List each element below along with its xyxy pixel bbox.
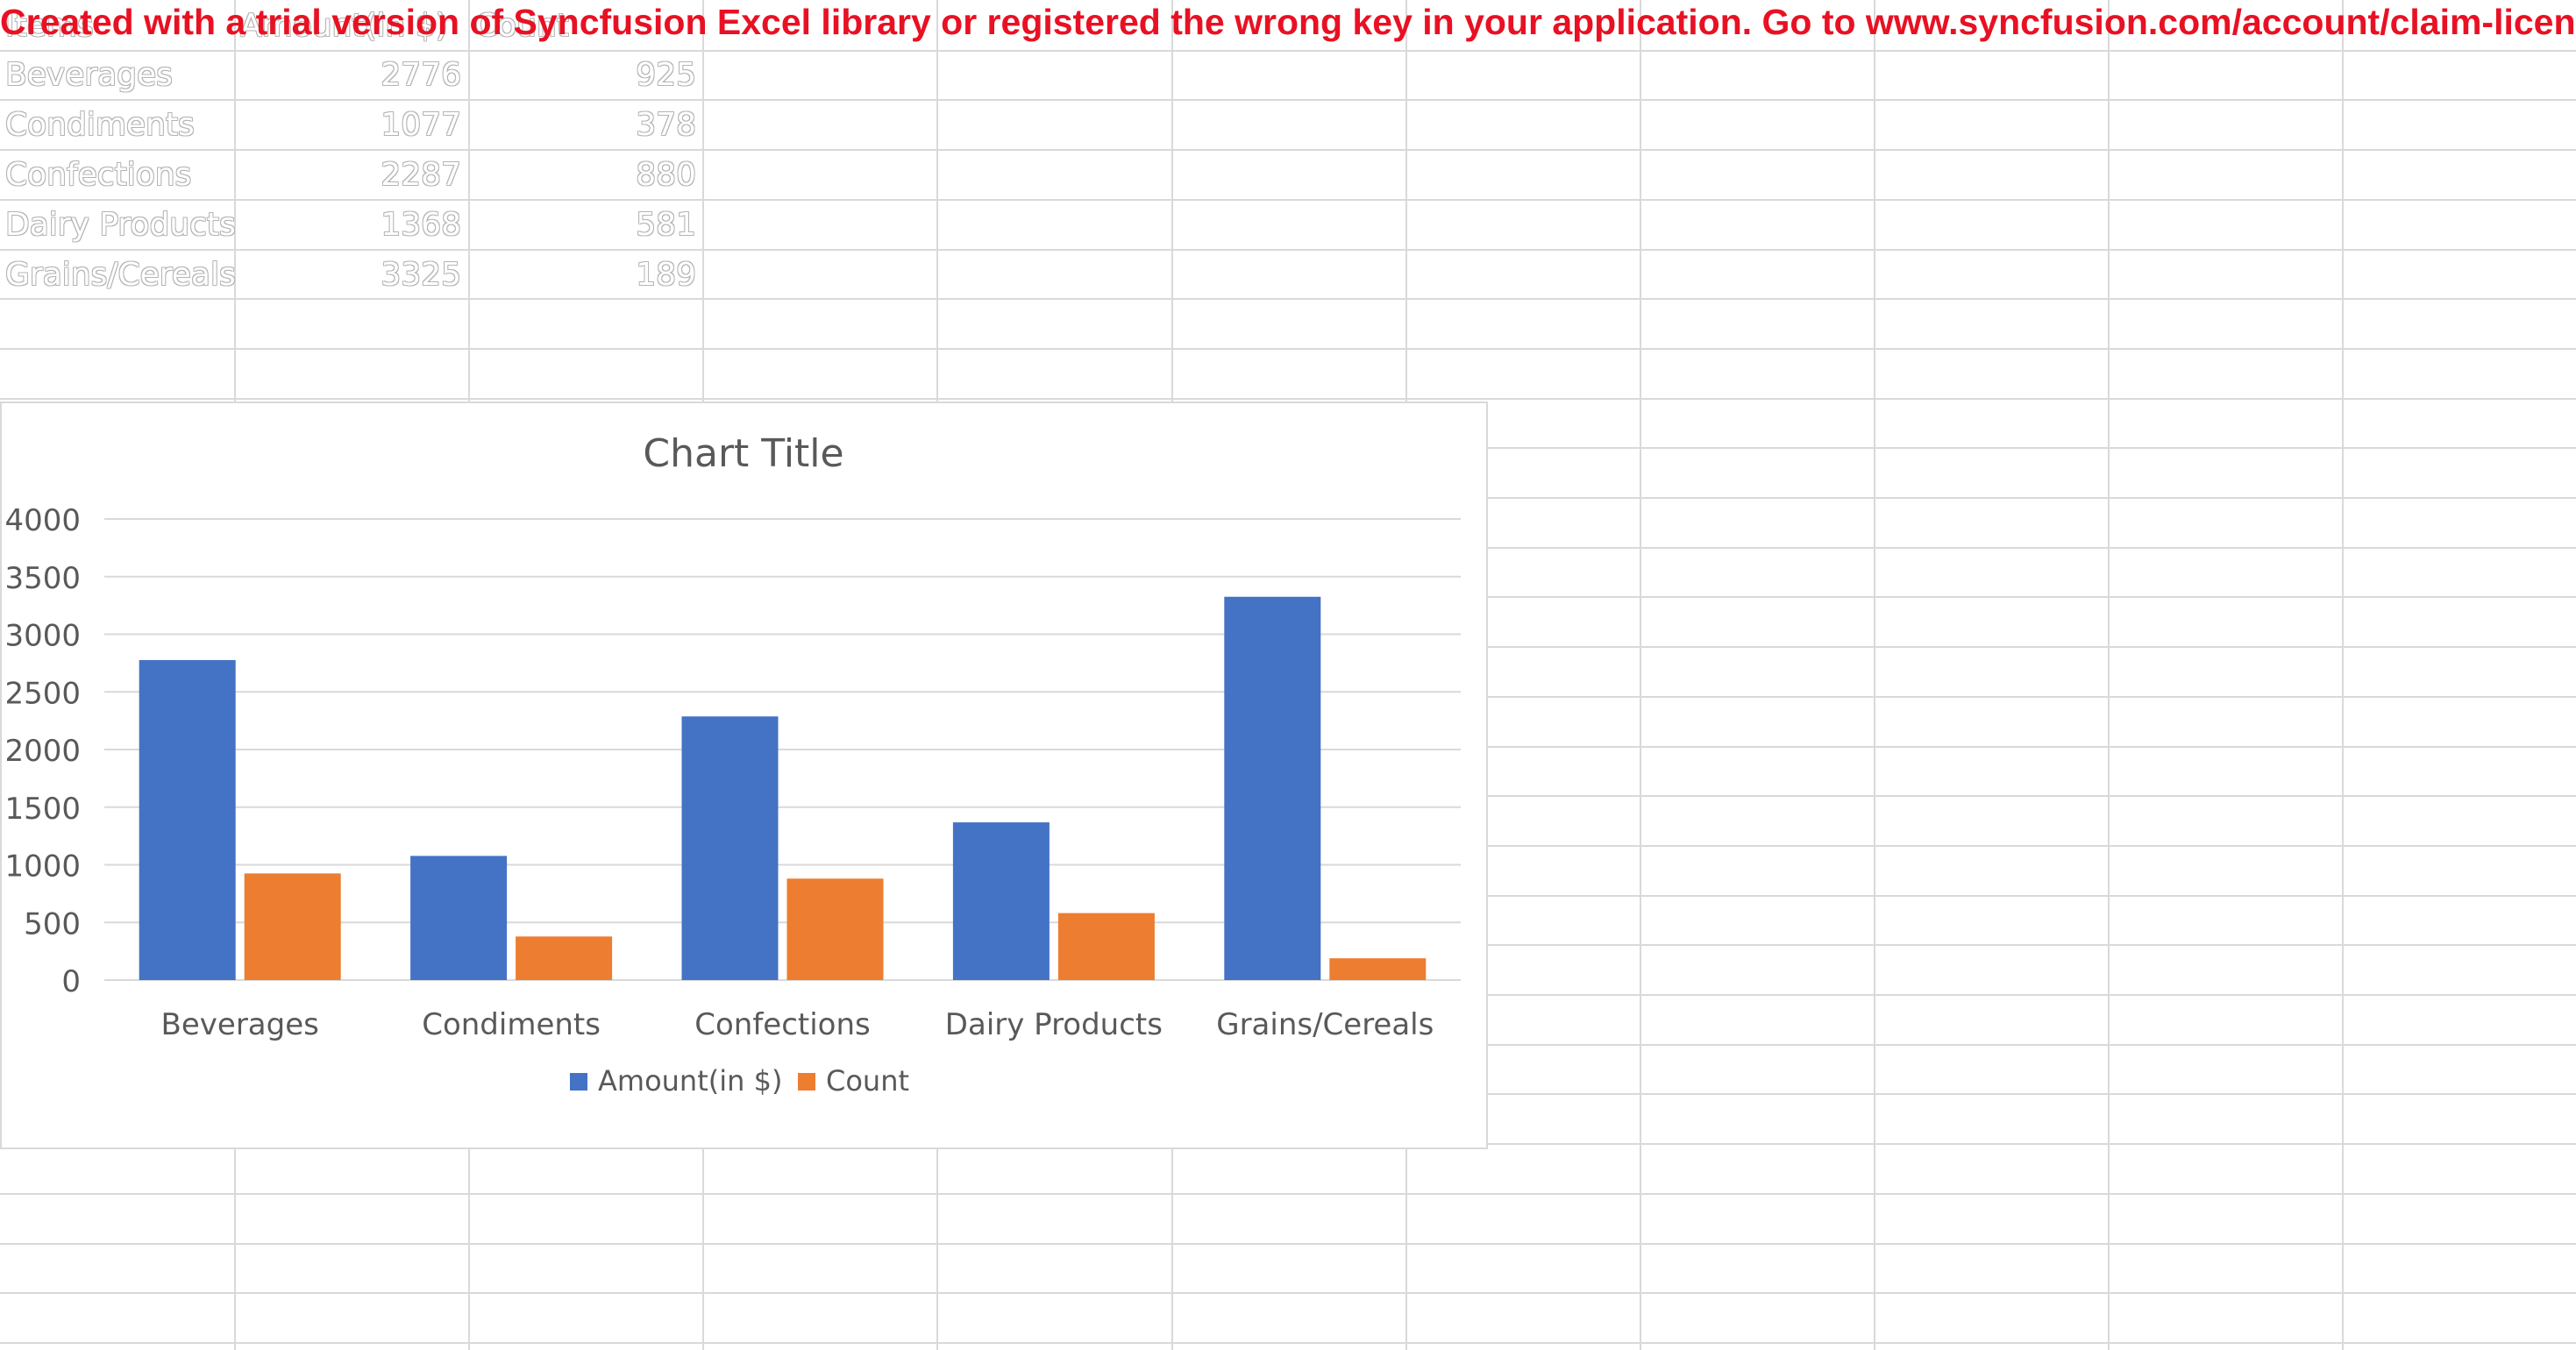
legend-label: Count [826, 1064, 909, 1098]
legend-swatch-count [798, 1073, 815, 1091]
y-tick-label: 3500 [4, 561, 81, 596]
legend-label: Amount(in $) [598, 1064, 782, 1098]
trial-watermark-banner: Created with a trial version of Syncfusi… [0, 2, 2576, 42]
cell-amount[interactable]: 1368 [381, 207, 461, 243]
bar-chart: Chart Title 0 500 1000 1500 2000 2500 3000 3500 4… [4, 431, 1461, 1098]
cell-item[interactable]: Grains/Cereals [5, 257, 236, 293]
bar-amount [410, 856, 508, 980]
bar-amount [1224, 596, 1321, 980]
cell-amount[interactable]: 1077 [381, 107, 461, 143]
x-tick-label: Condiments [422, 1007, 601, 1042]
cell-amount[interactable]: 2776 [381, 57, 461, 93]
header-cell-amount[interactable]: Amount(in $) [240, 8, 448, 44]
header-cell-count[interactable]: Count [475, 8, 569, 44]
bar-amount [139, 659, 236, 980]
row-gridline [0, 1243, 2576, 1245]
y-tick-label: 500 [24, 906, 81, 941]
bar-count [786, 878, 884, 980]
cell-item[interactable]: Condiments [5, 107, 195, 143]
y-tick-label: 2500 [4, 676, 81, 711]
bar-amount [681, 716, 779, 980]
x-tick-label: Confections [694, 1007, 871, 1042]
x-tick-label: Beverages [161, 1007, 319, 1042]
y-tick-label: 2000 [4, 734, 81, 769]
cell-amount[interactable]: 3325 [381, 257, 461, 293]
y-tick-label: 4000 [4, 503, 81, 538]
row-gridline [0, 50, 2576, 52]
chart-object[interactable]: Chart Title 0 500 1000 1500 2000 2500 3000 3500 4… [0, 401, 1488, 1149]
cell-count[interactable]: 189 [636, 257, 696, 293]
bar-count [516, 936, 613, 980]
column-gridline [1640, 0, 1641, 1350]
row-gridline [0, 99, 2576, 101]
row-gridline [0, 249, 2576, 251]
row-gridline [0, 398, 2576, 400]
row-gridline [0, 1292, 2576, 1294]
column-gridline [1874, 0, 1875, 1350]
bar-count [244, 873, 341, 980]
cell-item[interactable]: Beverages [5, 57, 173, 93]
bar-count [1057, 913, 1155, 980]
y-tick-label: 1000 [4, 849, 81, 885]
column-gridline [2108, 0, 2110, 1350]
row-gridline [0, 298, 2576, 300]
cell-item[interactable]: Confections [5, 157, 192, 193]
cell-count[interactable]: 581 [636, 207, 696, 243]
y-tick-label: 0 [61, 964, 81, 999]
cell-item[interactable]: Dairy Products [5, 207, 236, 243]
y-tick-label: 1500 [4, 792, 81, 827]
legend-swatch-amount [570, 1073, 587, 1091]
header-cell-items[interactable]: Items [5, 8, 94, 44]
cell-count[interactable]: 378 [636, 107, 696, 143]
bar-count [1329, 958, 1427, 980]
bar-amount [952, 822, 1050, 980]
row-gridline [0, 149, 2576, 151]
column-gridline [2342, 0, 2344, 1350]
row-gridline [0, 1342, 2576, 1344]
cell-amount[interactable]: 2287 [381, 157, 461, 193]
y-tick-label: 3000 [4, 619, 81, 654]
cell-count[interactable]: 925 [636, 57, 696, 93]
chart-title: Chart Title [643, 431, 843, 476]
x-tick-label: Dairy Products [945, 1007, 1163, 1042]
x-tick-label: Grains/Cereals [1216, 1007, 1434, 1042]
row-gridline [0, 1193, 2576, 1195]
cell-count[interactable]: 880 [636, 157, 696, 193]
row-gridline [0, 199, 2576, 201]
row-gridline [0, 348, 2576, 350]
